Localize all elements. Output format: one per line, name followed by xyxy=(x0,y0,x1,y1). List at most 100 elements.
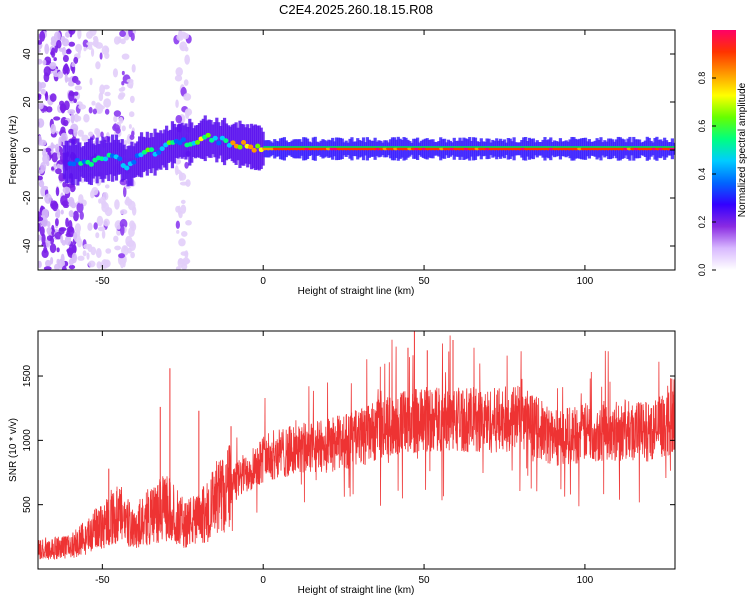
spectrogram-ridge-mark xyxy=(102,156,109,162)
spectrogram-noise-blob xyxy=(91,100,96,106)
x-tick-label: -50 xyxy=(95,276,110,287)
spectrogram-ridge-mark xyxy=(159,146,165,152)
spectrogram-noise-blob xyxy=(43,266,52,270)
spectrogram-noise-blob xyxy=(73,98,77,104)
spectrogram-noise-blob xyxy=(121,70,125,76)
spectrogram-noise-blob xyxy=(46,235,54,241)
spectrogram-ridge-mark xyxy=(248,144,254,150)
spectrogram-noise-blob xyxy=(38,169,44,174)
spectrogram-ridge-halo xyxy=(62,145,66,179)
spectrogram-noise-blob xyxy=(104,108,110,115)
y-tick-label: 1500 xyxy=(22,364,33,387)
spectrogram-ridge-mark xyxy=(138,152,144,158)
spectrogram-noise-blob xyxy=(77,255,85,261)
colorbar-tick-label: 0.8 xyxy=(697,72,707,85)
spectrogram-noise-blob xyxy=(87,222,93,231)
spectrogram-noise-blob xyxy=(128,124,132,129)
spectrogram-ridge-halo xyxy=(219,126,223,156)
spectrogram-ridge-mark xyxy=(156,150,162,155)
spectrogram-noise-blob xyxy=(73,210,79,222)
spectrogram-ridge-halo xyxy=(168,129,173,162)
spectrogram-noise-blob xyxy=(77,30,82,40)
snr-y-label: SNR (10 * v/v) xyxy=(8,418,19,482)
spectrogram-noise-blob xyxy=(180,199,186,204)
spectrogram-noise-blob xyxy=(68,264,76,270)
spectrogram-noise-blob xyxy=(185,220,192,226)
spectrogram-noise-blob xyxy=(96,261,102,269)
spectrogram-noise-blob xyxy=(185,179,191,187)
spectrogram-noise-blob xyxy=(120,38,126,45)
colorbar-gradient xyxy=(712,30,736,270)
spectrogram-noise-blob xyxy=(42,153,50,165)
spectrogram-noise-blob xyxy=(76,202,84,213)
spectrogram-noise-blob xyxy=(131,64,136,73)
spectrogram-ridge-mark xyxy=(71,161,77,167)
spectrogram-noise-blob xyxy=(180,45,185,50)
spectrogram-noise-blob xyxy=(64,63,69,73)
spectrogram-noise-blob xyxy=(54,263,60,270)
spectrogram-noise-blob xyxy=(115,127,121,134)
spectrogram-panel: -50 0 50 100 -40 -20 0 20 40 Height of straight… xyxy=(8,29,676,297)
spectrogram-noise-blob xyxy=(113,36,121,45)
y-tick-label: 500 xyxy=(22,496,33,513)
spectrogram-ridge-mark xyxy=(180,137,187,143)
spectrogram-noise-blob xyxy=(55,168,62,175)
spectrogram-noise-blob xyxy=(73,56,79,64)
snr-y-ticks: 500 1000 1500 xyxy=(22,364,675,513)
spectrogram-ridge-halo xyxy=(238,120,242,169)
spectrogram-noise-blob xyxy=(61,38,70,47)
y-tick-label: -20 xyxy=(22,190,33,205)
spectrogram-noise-blob xyxy=(118,87,125,92)
spectrogram-ridge-halo xyxy=(149,132,153,174)
spectrogram-ridge-mark xyxy=(88,162,95,167)
spectrogram-noise-blob xyxy=(104,91,111,97)
spectrogram-noise-blob xyxy=(64,235,72,246)
spectrogram-noise-blob xyxy=(183,79,189,86)
spectrogram-noise-blob xyxy=(38,260,42,269)
spectrogram-ridge-halo xyxy=(205,120,209,157)
spectrogram-noise-blob xyxy=(55,186,60,197)
spectrogram-noise-blob xyxy=(54,143,60,154)
spectrogram-noise-blob xyxy=(60,234,64,244)
spectrogram-noise-blob xyxy=(118,253,125,259)
spectrogram-noise-blob xyxy=(105,248,112,254)
spectrogram-noise-blob xyxy=(113,110,122,117)
spectrogram-noise-blob xyxy=(38,58,43,65)
spectrogram-noise-blob xyxy=(38,234,42,242)
spectrogram-noise-blob xyxy=(50,202,59,207)
spectrogram-noise-blob xyxy=(41,249,49,258)
spectrogram-noise-blob xyxy=(123,139,128,146)
spectrogram-x-label: Height of straight line (km) xyxy=(298,286,415,297)
spectrogram-noise-blob xyxy=(50,142,54,150)
spectrogram-noise-blob xyxy=(62,54,69,63)
spectrogram-noise-blob xyxy=(92,108,98,115)
spectrogram-ridge-halo xyxy=(251,125,256,169)
spectrogram-noise-blob xyxy=(125,196,130,204)
spectrogram-noise-blob xyxy=(114,245,122,251)
spectrogram-noise-blob xyxy=(90,246,97,256)
x-tick-label: 50 xyxy=(418,575,430,586)
spectrogram-noise-blob xyxy=(44,147,52,153)
spectrogram-ridge-mark xyxy=(230,140,236,146)
spectrogram-noise-blob xyxy=(131,130,135,137)
spectrogram-noise-blob xyxy=(73,127,78,137)
spectrogram-noise-blob xyxy=(42,59,47,66)
spectrogram-noise-blob xyxy=(103,98,112,108)
spectrogram-ridge-halo xyxy=(145,131,149,176)
spectrogram-ridge-edge xyxy=(263,146,675,148)
spectrogram-ridge-halo xyxy=(207,119,211,158)
spectrogram-noise-blob xyxy=(130,251,135,259)
spectrogram-noise-blob xyxy=(90,48,95,57)
colorbar-ticks: 0.0 0.2 0.4 0.6 0.8 xyxy=(697,72,716,276)
spectrogram-noise-blob xyxy=(100,259,109,269)
spectrogram-noise-blob xyxy=(68,30,76,35)
spectrogram-noise-blob xyxy=(38,81,43,92)
spectrogram-ridge-halo xyxy=(221,120,225,163)
spectrogram-noise-blob xyxy=(57,71,64,79)
spectrogram-ridge-halo xyxy=(234,122,238,165)
spectrogram-noise-blob xyxy=(50,224,55,236)
spectrogram-ridge-halo xyxy=(166,130,171,163)
spectrogram-ridge-halo xyxy=(124,149,128,180)
spectrogram-noise-blob xyxy=(44,43,50,55)
spectrogram-noise-blob xyxy=(79,211,84,220)
